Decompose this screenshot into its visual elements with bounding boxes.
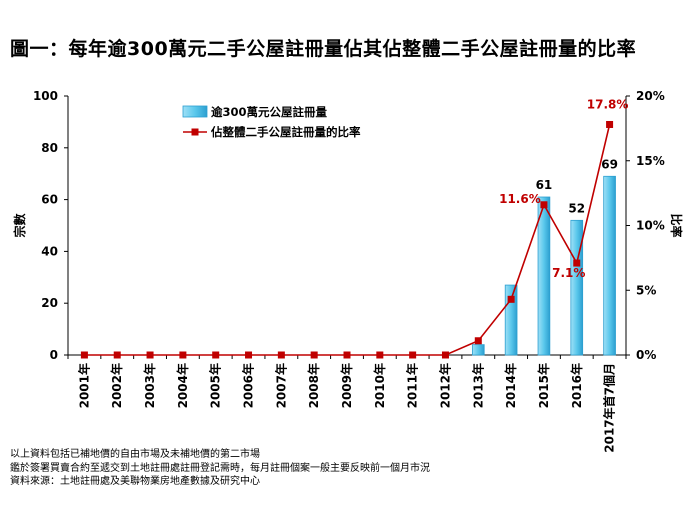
line-marker bbox=[179, 351, 187, 359]
line-marker bbox=[441, 351, 449, 359]
y-tick-label-right: 20% bbox=[636, 89, 665, 103]
x-tick-label: 2014年 bbox=[503, 363, 518, 408]
series-line bbox=[84, 124, 611, 356]
x-tick-label: 2006年 bbox=[241, 363, 256, 408]
y-axis-title-left: 宗數 bbox=[12, 213, 27, 237]
bar-data-label: 69 bbox=[601, 157, 618, 171]
line-data-label: 17.8% bbox=[587, 97, 629, 111]
y-tick-label-right: 5% bbox=[636, 283, 656, 297]
legend-label-line: 佔整體二手公屋註冊量的比率 bbox=[210, 125, 361, 139]
x-tick-label: 2009年 bbox=[339, 363, 354, 408]
x-tick-label: 2016年 bbox=[569, 363, 584, 408]
y-tick-label-left: 60 bbox=[41, 193, 58, 207]
bar bbox=[570, 219, 584, 356]
bar bbox=[603, 175, 616, 356]
x-tick-label: 2015年 bbox=[536, 363, 551, 408]
line-marker bbox=[310, 351, 318, 359]
x-tick-label: 2013年 bbox=[470, 363, 485, 408]
line-marker bbox=[540, 201, 548, 209]
bar-data-label: 52 bbox=[568, 201, 585, 215]
y-tick-label-left: 20 bbox=[41, 296, 58, 310]
line-data-label: 7.1% bbox=[552, 266, 585, 280]
line-marker bbox=[343, 351, 351, 359]
y-tick-label-right: 0% bbox=[636, 348, 656, 362]
axes: 0 20 40 60 80 100 0% 5% 10% 15% 20% 2001年 2002年 2003年… bbox=[12, 89, 684, 453]
y-tick-label-left: 40 bbox=[41, 244, 58, 258]
footnote-3: 資料來源：土地註冊處及美聯物業房地產數據及研究中心 bbox=[10, 476, 260, 487]
legend-swatch-bars bbox=[182, 105, 208, 118]
bar bbox=[537, 196, 551, 356]
footnotes: 以上資料包括已補地價的自由市場及未補地價的第二市場 鑑於簽署買賣合約至遞交到土地… bbox=[10, 448, 430, 489]
y-tick-label-left: 80 bbox=[41, 141, 58, 155]
line-series bbox=[80, 120, 614, 359]
y-tick-label-left: 0 bbox=[50, 348, 58, 362]
data-labels: 61 52 69 11.6% 7.1% 17.8% bbox=[499, 97, 628, 280]
line-marker bbox=[474, 337, 482, 345]
x-tick-label: 2017年首7個月 bbox=[602, 363, 617, 453]
y-tick-label-right: 15% bbox=[636, 154, 665, 168]
line-marker bbox=[573, 259, 581, 267]
x-tick-label: 2010年 bbox=[372, 363, 387, 408]
bar bbox=[504, 284, 518, 356]
line-marker bbox=[245, 351, 253, 359]
x-tick-label: 2008年 bbox=[306, 363, 321, 408]
x-tick-label: 2007年 bbox=[273, 363, 288, 408]
line-data-label: 11.6% bbox=[499, 192, 541, 206]
x-tick-label: 2002年 bbox=[109, 363, 124, 408]
line-marker bbox=[277, 351, 285, 359]
bar bbox=[471, 344, 485, 356]
y-tick-label-right: 10% bbox=[636, 219, 665, 233]
chart-title: 圖一：每年逾300萬元二手公屋註冊量佔其佔整體二手公屋註冊量的比率 bbox=[10, 38, 637, 60]
line-marker bbox=[376, 351, 384, 359]
footnote-2: 鑑於簽署買賣合約至遞交到土地註冊處註冊登記需時，每月註冊個案一般主要反映前一個月… bbox=[10, 462, 430, 474]
legend-swatch-marker bbox=[191, 128, 199, 136]
legend-label-bars: 逾300萬元公屋註冊量 bbox=[211, 105, 328, 119]
x-tick-label: 2001年 bbox=[76, 363, 91, 408]
line-marker bbox=[507, 295, 515, 303]
line-marker bbox=[80, 351, 88, 359]
x-tick-label: 2004年 bbox=[175, 363, 190, 408]
line-marker bbox=[146, 351, 154, 359]
x-tick-label: 2012年 bbox=[437, 363, 452, 408]
x-tick-label: 2003年 bbox=[142, 363, 157, 408]
line-marker bbox=[409, 351, 417, 359]
bar-series bbox=[471, 175, 616, 356]
footnote-1: 以上資料包括已補地價的自由市場及未補地價的第二市場 bbox=[10, 449, 260, 460]
x-tick-label: 2005年 bbox=[208, 363, 223, 408]
bar-data-label: 61 bbox=[536, 178, 553, 192]
y-axis-title-right: 比率 bbox=[669, 213, 684, 237]
y-tick-label-left: 100 bbox=[33, 89, 58, 103]
line-marker bbox=[113, 351, 121, 359]
line-marker bbox=[212, 351, 220, 359]
x-tick-label: 2011年 bbox=[405, 363, 420, 408]
line-marker bbox=[606, 120, 614, 128]
